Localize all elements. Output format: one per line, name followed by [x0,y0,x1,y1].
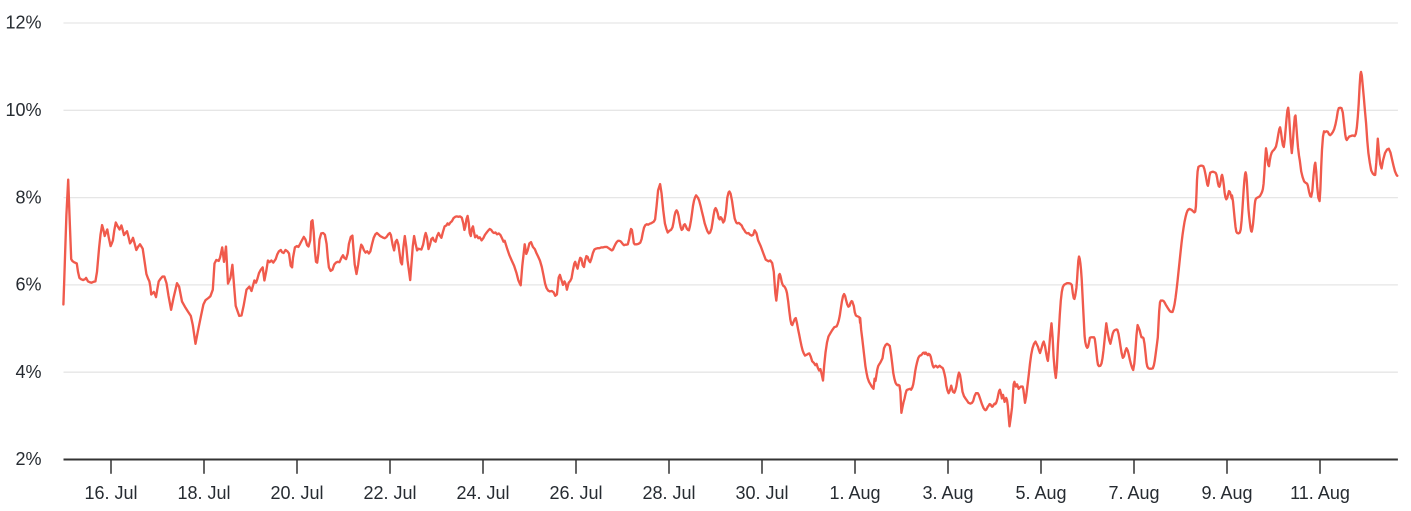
svg-text:12%: 12% [5,13,41,33]
svg-text:2%: 2% [15,449,41,469]
svg-text:6%: 6% [15,275,41,295]
svg-text:26. Jul: 26. Jul [549,483,602,503]
svg-text:7. Aug: 7. Aug [1108,483,1159,503]
svg-text:8%: 8% [15,187,41,207]
svg-text:11. Aug: 11. Aug [1290,483,1350,503]
svg-text:16. Jul: 16. Jul [84,483,137,503]
svg-text:5. Aug: 5. Aug [1015,483,1066,503]
svg-text:24. Jul: 24. Jul [456,483,509,503]
svg-text:28. Jul: 28. Jul [642,483,695,503]
svg-text:20. Jul: 20. Jul [270,483,323,503]
svg-text:9. Aug: 9. Aug [1201,483,1252,503]
svg-text:18. Jul: 18. Jul [177,483,230,503]
svg-text:22. Jul: 22. Jul [363,483,416,503]
svg-text:1. Aug: 1. Aug [829,483,880,503]
svg-text:4%: 4% [15,362,41,382]
svg-text:3. Aug: 3. Aug [922,483,973,503]
svg-text:30. Jul: 30. Jul [735,483,788,503]
svg-text:10%: 10% [5,100,41,120]
